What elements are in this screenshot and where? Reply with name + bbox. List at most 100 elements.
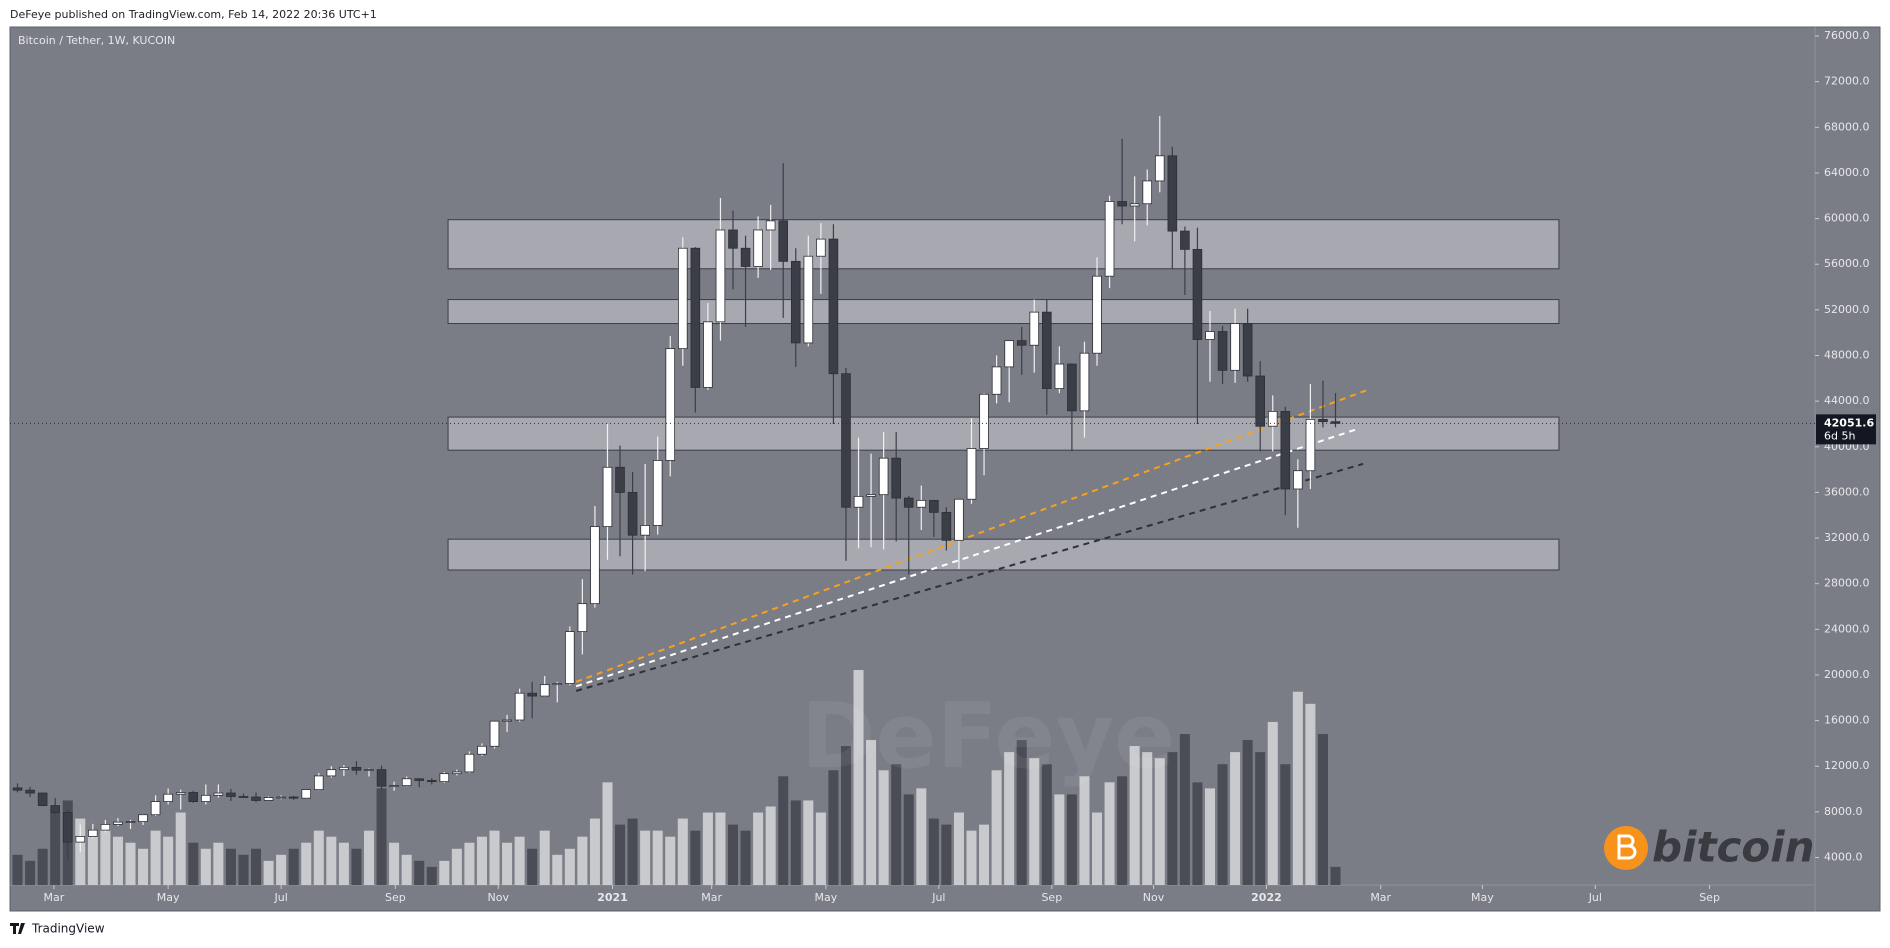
candle-body (502, 719, 512, 722)
volume-bar (790, 800, 801, 885)
candle-body (1205, 331, 1215, 340)
x-tick-label: Mar (1370, 891, 1391, 904)
volume-bar (665, 836, 676, 885)
zone (447, 299, 1560, 325)
volume-bar (715, 812, 726, 885)
candle-body (1330, 421, 1341, 424)
zone (447, 416, 1560, 451)
volume-bar (753, 812, 764, 885)
volume-bar (401, 854, 412, 885)
candle-body (1255, 375, 1265, 427)
volume-bar (1142, 752, 1153, 885)
volume-bar (514, 836, 525, 885)
volume-bar (451, 848, 462, 885)
price-label-box (1816, 414, 1876, 445)
y-tick-label: 56000.0 (1824, 257, 1870, 270)
volume-bar (1129, 746, 1140, 885)
y-tick-label: 64000.0 (1824, 166, 1870, 179)
volume-bar (589, 818, 600, 885)
volume-bar (138, 848, 149, 885)
candle-body (828, 238, 839, 375)
volume-bar (464, 842, 475, 885)
volume-bar (100, 824, 111, 885)
y-tick-label: 12000.0 (1824, 759, 1870, 772)
candle-body (37, 792, 48, 806)
volume-bar (1230, 752, 1241, 885)
candle-body (1167, 155, 1178, 232)
x-tick-label: May (815, 891, 838, 904)
volume-bar (87, 830, 98, 885)
y-tick-label: 44000.0 (1824, 394, 1870, 407)
volume-bar (1016, 740, 1027, 885)
candle-body (1029, 311, 1040, 346)
candle-body (489, 720, 500, 747)
volume-bar (740, 830, 751, 885)
volume-bar (326, 836, 337, 885)
x-tick-label: Jul (273, 891, 287, 904)
footer-brand: TradingView (31, 922, 105, 936)
volume-bar (941, 824, 952, 885)
volume-bar (389, 842, 400, 885)
candle-body (188, 792, 199, 802)
candle-body (414, 778, 424, 781)
candle-body (477, 745, 487, 755)
volume-bar (414, 860, 425, 885)
volume-bar (1066, 794, 1077, 885)
volume-bar (853, 670, 864, 885)
candle-body (389, 785, 399, 788)
candle-body (1079, 352, 1090, 412)
y-tick-label: 76000.0 (1824, 29, 1870, 42)
candle-body (1267, 410, 1278, 427)
candle-body (238, 796, 249, 798)
candle-body (627, 491, 638, 536)
bitcoin-logo: bitcoin (1604, 823, 1815, 872)
volume-bar (426, 866, 437, 885)
candle-body (251, 796, 261, 801)
candle-body (339, 766, 349, 771)
volume-bar (1292, 691, 1303, 885)
volume-bar (966, 830, 977, 885)
candle-body (979, 393, 989, 449)
y-tick-label: 4000.0 (1824, 851, 1863, 864)
volume-bar (313, 830, 324, 885)
candle-body (753, 229, 763, 267)
candle-body (351, 766, 362, 771)
volume-bar (376, 788, 387, 885)
candle-body (1242, 323, 1253, 377)
volume-bar (276, 854, 287, 885)
volume-bar (476, 836, 487, 885)
volume-bar (640, 830, 651, 885)
volume-bar (627, 818, 638, 885)
candle-body (464, 753, 475, 773)
volume-bar (1004, 752, 1015, 885)
volume-bar (439, 860, 450, 885)
candle-body (276, 796, 286, 799)
volume-bar (979, 824, 990, 885)
candle-body (113, 821, 123, 825)
trendline (575, 388, 1369, 683)
x-tick-label: 2022 (1251, 891, 1282, 904)
candle-body (364, 769, 374, 772)
publish-note: DeFeye published on TradingView.com, Feb… (10, 8, 377, 21)
volume-bar (502, 842, 513, 885)
candle-body (903, 497, 914, 508)
logo-circle (1604, 826, 1648, 870)
candle-body (1217, 331, 1228, 371)
candle-body (439, 773, 450, 783)
volume-bar (1167, 752, 1178, 885)
y-tick-label: 48000.0 (1824, 348, 1870, 361)
candle-body (665, 348, 676, 461)
volume-bar (564, 848, 575, 885)
x-tick-label: Nov (488, 891, 510, 904)
x-tick-label: Sep (385, 891, 406, 904)
candle-body (565, 631, 575, 684)
volume-bar (1330, 866, 1341, 885)
volume-bar (878, 770, 889, 885)
volume-bar (652, 830, 663, 885)
y-tick-label: 36000.0 (1824, 485, 1870, 498)
candle-body (816, 238, 826, 257)
candle-body (878, 457, 889, 496)
volume-bar (765, 806, 776, 885)
x-tick-label: 2021 (597, 891, 628, 904)
